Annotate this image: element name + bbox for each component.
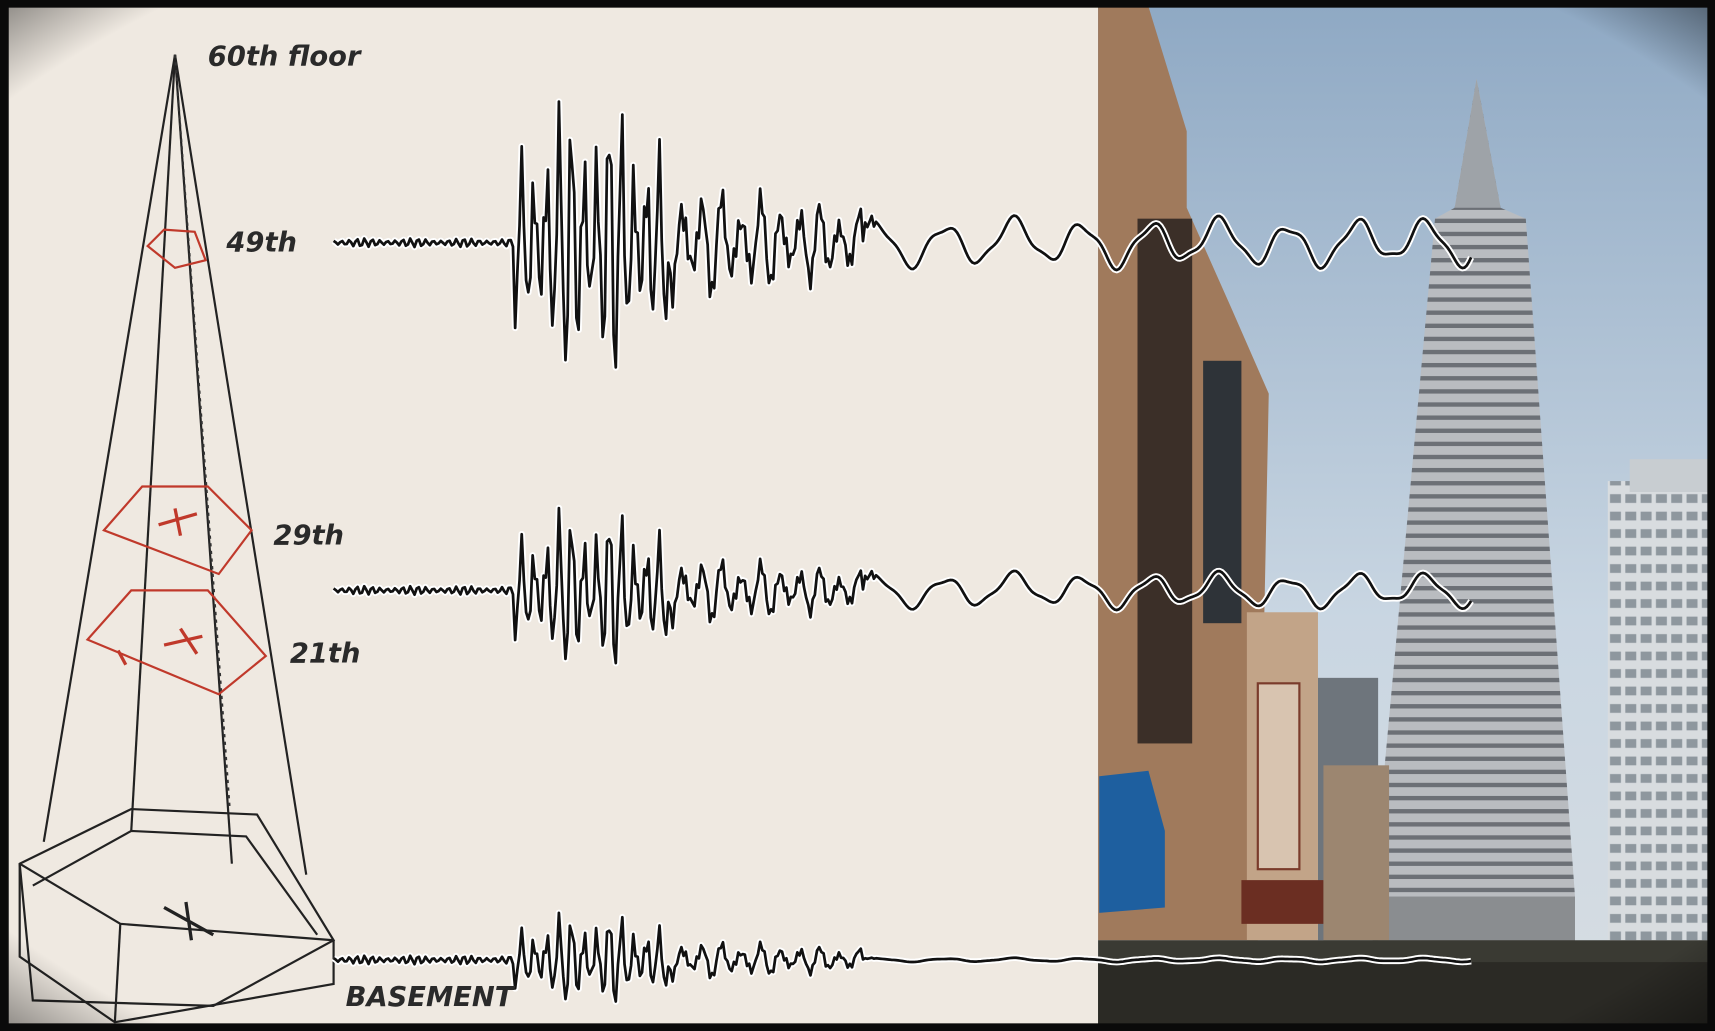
floor-label: 29th: [273, 520, 344, 551]
drawing-panel: [8, 6, 1099, 1026]
floor-label: 60th floor: [208, 42, 362, 73]
floor-label: 21th: [290, 639, 361, 670]
photo: [1098, 6, 1712, 1026]
floor-label: BASEMENT: [346, 982, 516, 1013]
floor-label: 49th: [225, 227, 297, 258]
